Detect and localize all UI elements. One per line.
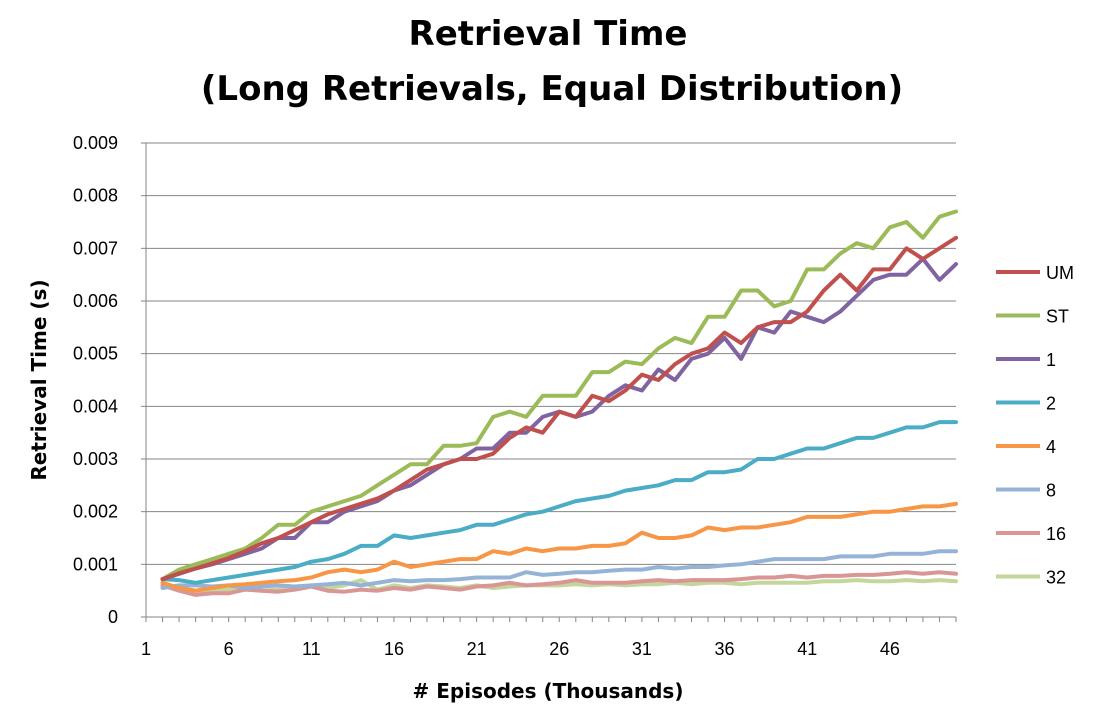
y-tick-label: 0.004 [73, 396, 118, 416]
legend-label-2: 2 [1046, 394, 1056, 414]
legend-label-ST: ST [1046, 307, 1069, 327]
x-tick-label: 16 [384, 639, 404, 659]
series-line-2 [160, 420, 958, 585]
y-tick-label: 0.003 [73, 449, 118, 469]
x-axis-title: # Episodes (Thousands) [413, 679, 684, 703]
x-tick-label: 1 [141, 639, 151, 659]
y-tick-labels: 0 0.001 0.002 0.003 0.004 0.005 0.006 0.007 0.00… [73, 133, 146, 627]
chart-title: Retrieval Time [409, 14, 688, 54]
legend-label-32: 32 [1046, 568, 1066, 588]
x-tick-labels: 1 6 11 16 21 26 31 36 41 46 [141, 617, 957, 659]
x-tick-label: 31 [632, 639, 652, 659]
y-tick-label: 0.009 [73, 133, 118, 153]
chart-subtitle: (Long Retrievals, Equal Distribution) [201, 69, 903, 109]
legend-label-8: 8 [1046, 481, 1056, 501]
legend-label-4: 4 [1046, 437, 1056, 457]
legend: UM ST 1 2 4 8 16 32 [996, 263, 1074, 588]
x-tick-label: 21 [467, 639, 487, 659]
series-line-4 [160, 501, 958, 593]
series-line-16 [160, 570, 958, 597]
legend-label-16: 16 [1046, 524, 1066, 544]
legend-label-UM: UM [1046, 263, 1074, 283]
series-lines [160, 209, 958, 597]
x-tick-label: 46 [880, 639, 900, 659]
y-tick-label: 0.005 [73, 344, 118, 364]
x-tick-label: 36 [715, 639, 735, 659]
series-line-8 [160, 549, 958, 590]
y-tick-label: 0.007 [73, 238, 118, 258]
series-line-ST [160, 209, 958, 582]
y-tick-label: 0.006 [73, 291, 118, 311]
y-tick-label: 0.001 [73, 554, 118, 574]
y-tick-label: 0.008 [73, 186, 118, 206]
series-line-1 [160, 256, 958, 582]
x-tick-label: 6 [224, 639, 234, 659]
gridlines [146, 142, 956, 565]
axes [145, 143, 956, 618]
x-tick-label: 26 [549, 639, 569, 659]
x-tick-label: 11 [302, 639, 321, 659]
y-tick-label: 0.002 [73, 502, 118, 522]
y-axis-title: Retrieval Time (s) [27, 279, 51, 480]
series-line-UM [160, 235, 958, 582]
y-tick-label: 0 [108, 607, 118, 627]
x-tick-label: 41 [797, 639, 817, 659]
legend-label-1: 1 [1046, 350, 1056, 370]
